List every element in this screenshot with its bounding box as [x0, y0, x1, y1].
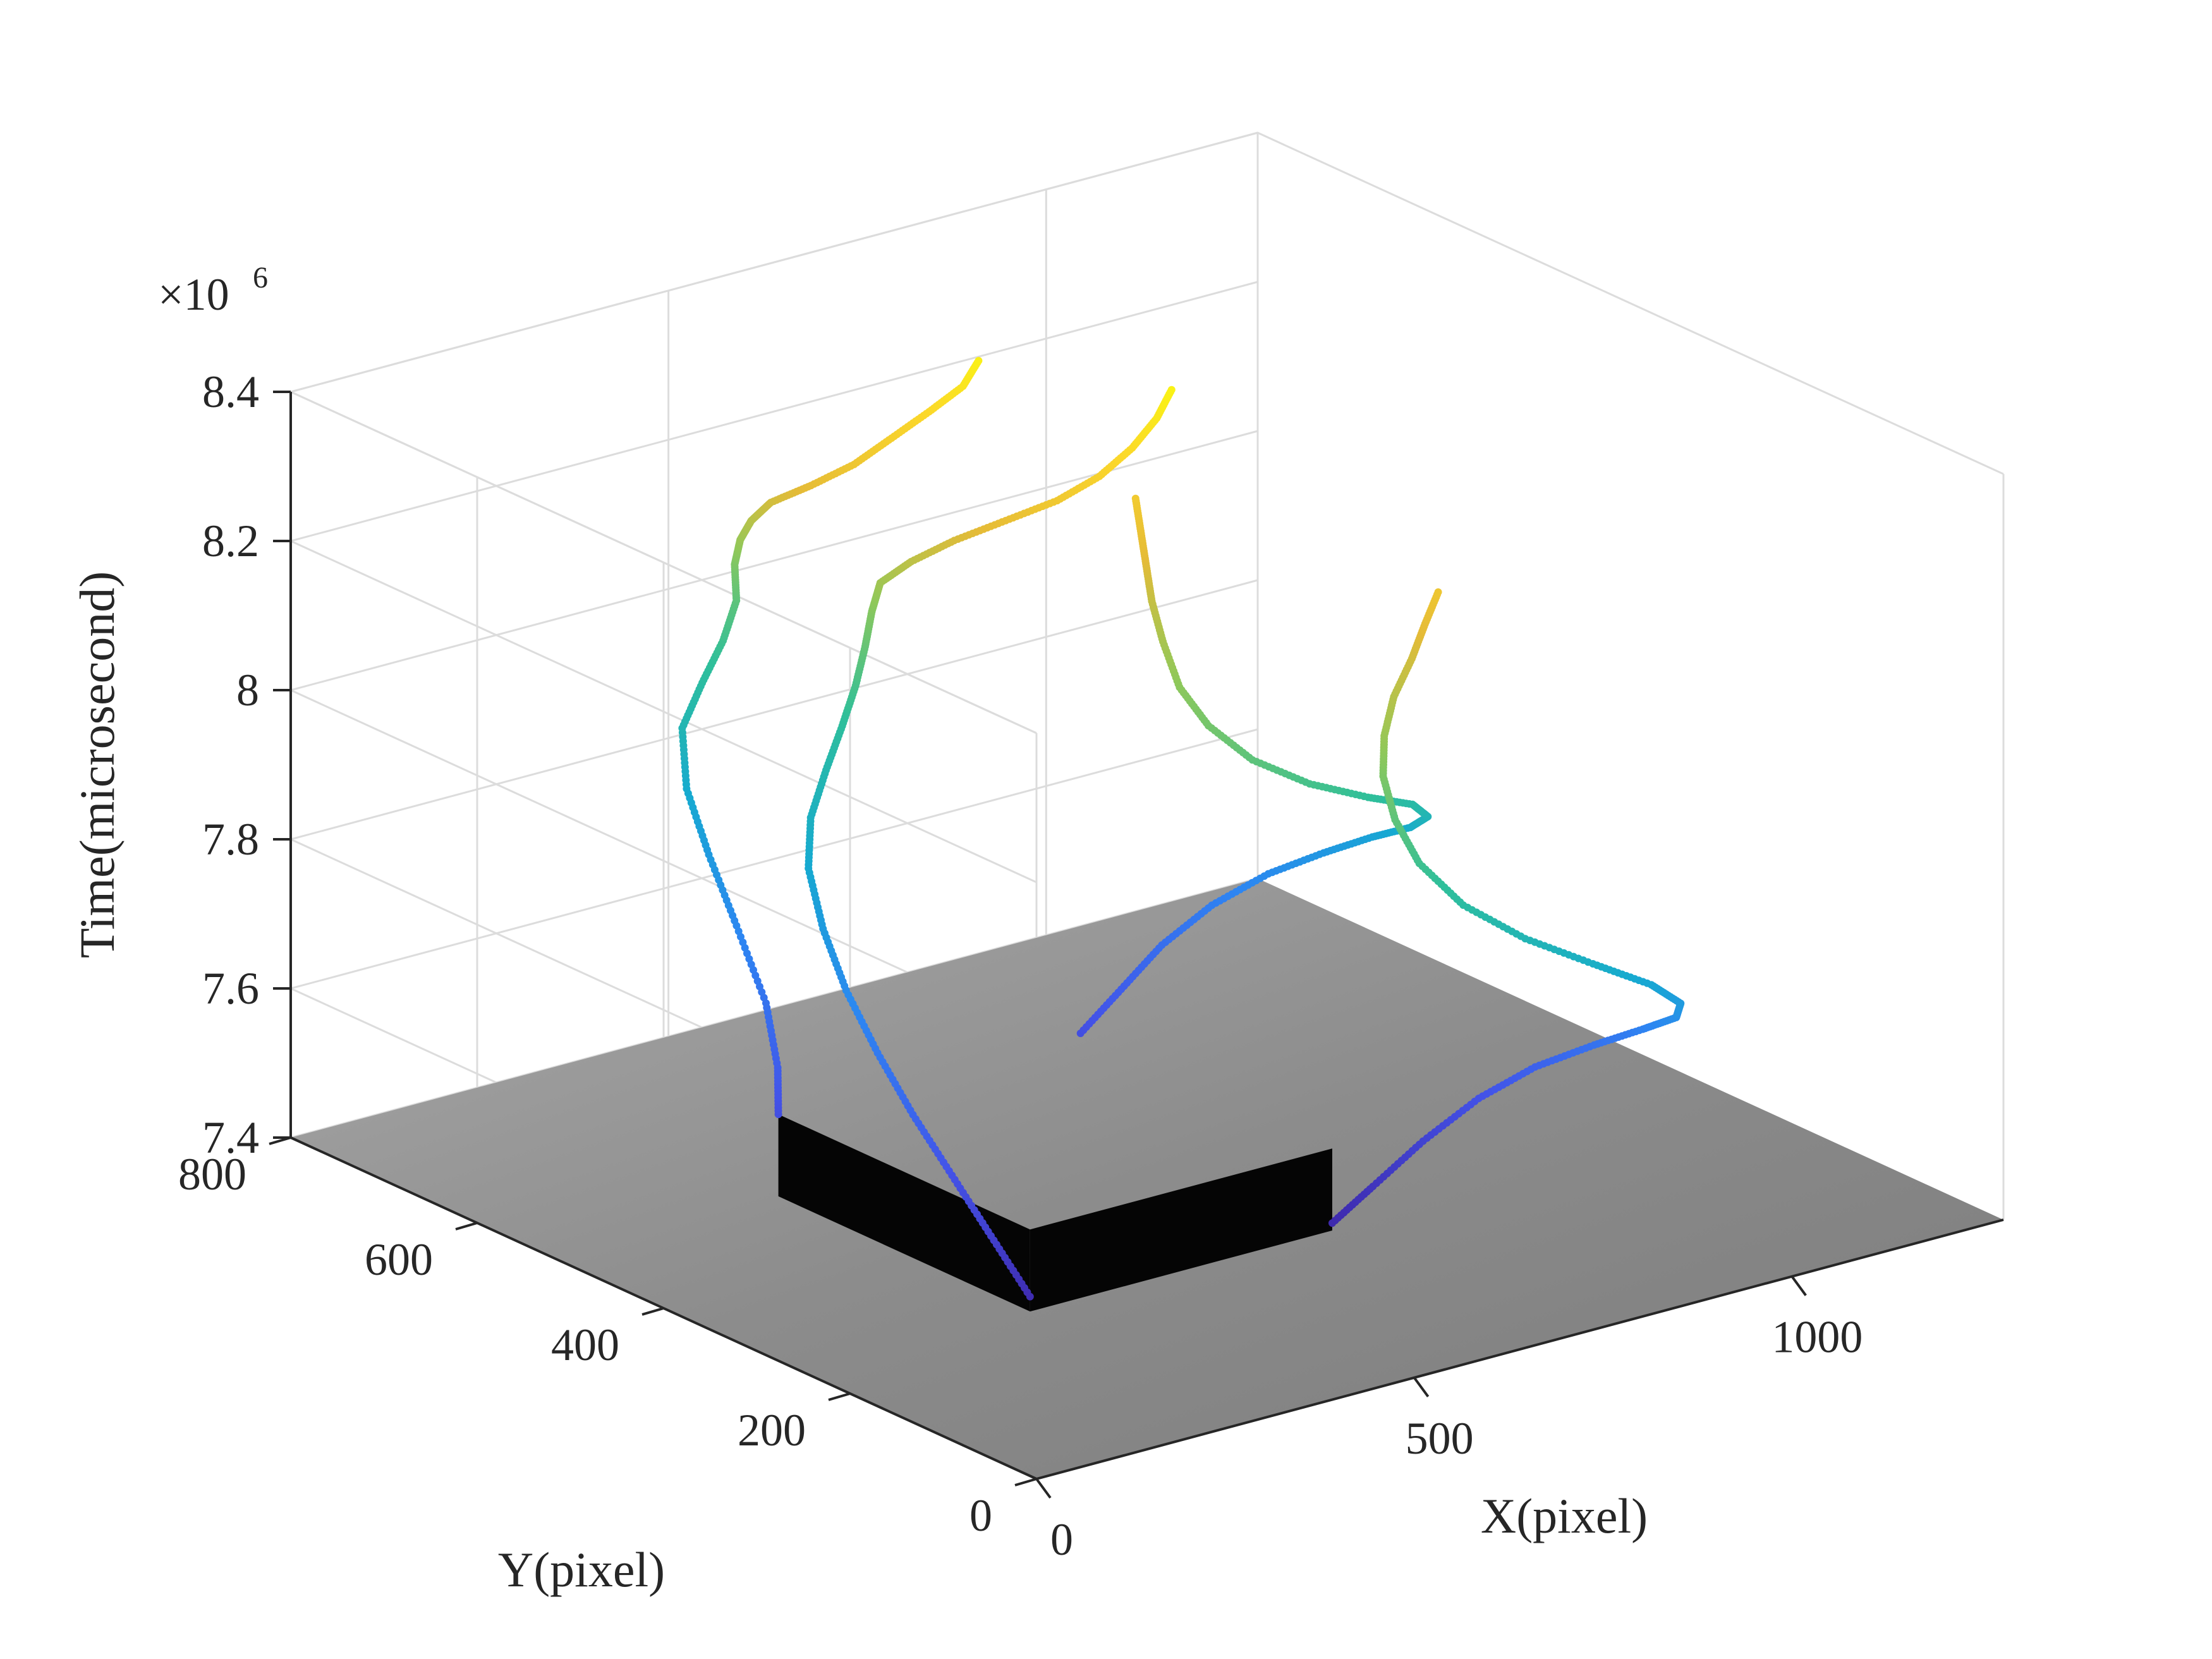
z-tick-label: 7.8 — [202, 814, 259, 865]
y-tick — [455, 1222, 478, 1231]
z-tick-label: 7.4 — [202, 1112, 259, 1163]
x-axis-line — [1036, 1218, 2004, 1480]
y-tick — [828, 1392, 851, 1401]
y-tick-label: 0 — [969, 1490, 992, 1541]
box-front-face — [1030, 1148, 1332, 1312]
series-3 — [1328, 588, 1685, 1227]
series-0 — [678, 356, 983, 1119]
x-tick — [1413, 1376, 1430, 1398]
data-point — [1434, 588, 1442, 596]
y-axis-title: Y(pixel) — [498, 1542, 665, 1597]
data-point — [1131, 494, 1139, 502]
z-tick-label: 8 — [236, 665, 259, 715]
z-multiplier-exponent: 6 — [253, 261, 268, 295]
event-box — [778, 1114, 1332, 1312]
y-tick-label: 600 — [365, 1234, 433, 1285]
z-tick-label: 7.6 — [202, 963, 259, 1014]
z-tick-label: 8.2 — [202, 516, 259, 566]
data-point — [1167, 386, 1176, 394]
y-tick-label: 400 — [551, 1320, 619, 1370]
z-multiplier: ×10 6 — [158, 261, 268, 320]
x-tick — [1035, 1478, 1052, 1499]
x-axis-title: X(pixel) — [1481, 1488, 1648, 1543]
z-multiplier-base: ×10 — [158, 269, 229, 320]
data-point — [975, 356, 983, 365]
x-tick-label: 1000 — [1771, 1312, 1863, 1363]
z-grid-line — [288, 131, 1258, 734]
z-axis-title: Time(microsecond) — [70, 571, 125, 958]
series-1 — [805, 386, 1176, 1301]
z-grid-line — [288, 281, 1258, 884]
floor-plane — [291, 878, 2003, 1479]
y-tick-label: 800 — [178, 1149, 246, 1200]
box-left-face — [778, 1114, 1030, 1312]
y-tick-label: 200 — [738, 1405, 806, 1455]
z-tick-label: 8.4 — [202, 367, 259, 417]
frame-top-edge — [288, 131, 2004, 734]
y-tick — [1014, 1478, 1037, 1486]
x-tick-label: 500 — [1406, 1413, 1474, 1464]
x-tick — [1790, 1275, 1807, 1296]
y-tick — [641, 1307, 664, 1316]
scatter-points — [678, 356, 1685, 1301]
x-tick-label: 0 — [1050, 1514, 1073, 1565]
